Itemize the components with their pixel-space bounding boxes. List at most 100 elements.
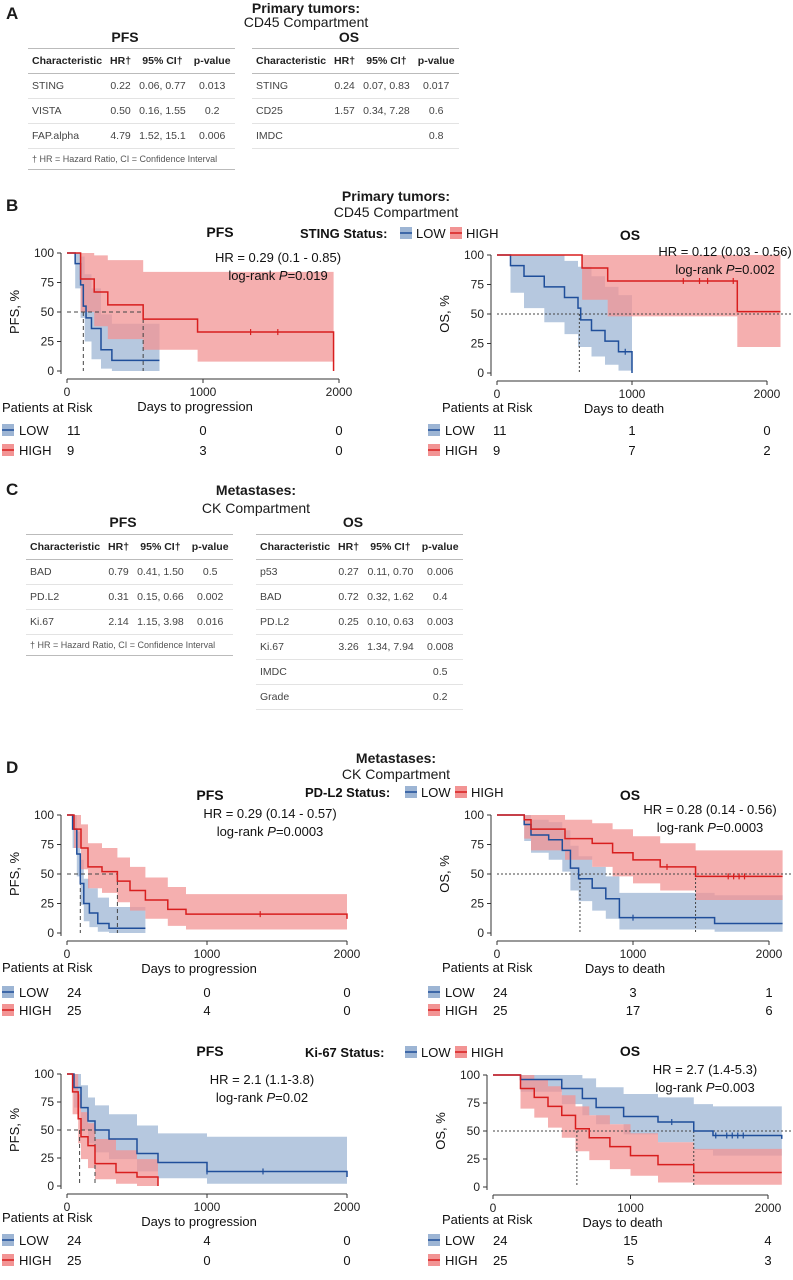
ci-band-high	[67, 815, 347, 931]
ci-band-high	[67, 253, 334, 362]
table-cell: 0.27	[334, 559, 364, 585]
panel-a-title: Primary tumors:	[251, 0, 361, 16]
ci-band-high	[493, 1075, 782, 1185]
legend-low-label: LOW	[416, 226, 446, 241]
ci-band-high	[67, 1074, 158, 1186]
table-cell: 0.4	[417, 584, 463, 610]
risk-count: 6	[765, 1003, 772, 1018]
legend-high-label: HIGH	[471, 1045, 504, 1060]
y-tick-label: 100	[464, 808, 484, 822]
table-cell	[363, 659, 418, 685]
risk-table-title: Patients at Risk	[442, 1212, 533, 1227]
table-cell: 0.2	[189, 98, 235, 124]
km-curve-high	[493, 1074, 782, 1174]
km-curve-high	[497, 814, 783, 878]
y-tick-label: 100	[460, 1068, 480, 1082]
risk-count: 4	[203, 1003, 210, 1018]
x-tick-label: 2000	[334, 947, 361, 961]
risk-group-label: LOW	[19, 985, 49, 1000]
risk-count: 11	[67, 423, 81, 438]
table-cell: 0.013	[189, 73, 235, 99]
table-row: STING 0.22 0.06, 0.77 0.013	[28, 73, 235, 99]
table-cell: STING	[252, 73, 331, 99]
risk-group-label: HIGH	[19, 1253, 52, 1268]
y-axis-label: PFS, %	[7, 852, 22, 897]
table-cell: CD25	[252, 98, 331, 124]
table-cell: 0.11, 0.70	[363, 559, 418, 585]
y-tick-label: 25	[41, 1151, 55, 1165]
panel-b-subtitle: CD45 Compartment	[333, 204, 459, 220]
plot-title: OS	[620, 1043, 640, 1059]
table-footnote: † HR = Hazard Ratio, CI = Confidence Int…	[28, 148, 235, 170]
table-cell: 0.32, 1.62	[363, 584, 418, 610]
y-tick-label: 0	[477, 366, 484, 380]
y-axis-label: PFS, %	[7, 290, 22, 335]
x-tick-label: 2000	[334, 1200, 361, 1214]
risk-group-label: LOW	[445, 985, 475, 1000]
x-tick-label: 1000	[194, 1200, 221, 1214]
table-cell: 1.34, 7.94	[363, 634, 418, 660]
table-cell: 0.79	[104, 559, 134, 585]
table-cell: 0.25	[334, 609, 364, 635]
risk-count: 7	[628, 443, 635, 458]
y-axis-label: OS, %	[433, 1112, 448, 1150]
table-cell: 0.16, 1.55	[135, 98, 190, 124]
y-tick-label: 100	[34, 246, 54, 260]
table-cell: Ki.67	[26, 609, 105, 635]
table-header-cell: p-value	[413, 48, 459, 74]
table-header-cell: HR†	[330, 48, 360, 74]
table-row: FAP.alpha 4.79 1.52, 15.1 0.006	[28, 123, 235, 149]
table-cell: p53	[256, 559, 335, 585]
table-c-pfs: Characteristic HR† 95% CI† p-value BAD 0.79 0.…	[26, 534, 233, 656]
table-cell: 0.003	[417, 609, 463, 635]
table-cell: 0.2	[417, 684, 463, 710]
risk-count: 25	[67, 1253, 81, 1268]
table-row: BAD 0.79 0.41, 1.50 0.5	[26, 559, 233, 585]
table-c-pfs-title: PFS	[109, 514, 137, 530]
y-tick-label: 50	[467, 1124, 481, 1138]
legend-high-label: HIGH	[466, 226, 499, 241]
table-cell: 0.10, 0.63	[363, 609, 418, 635]
table-cell: PD.L2	[256, 609, 335, 635]
risk-count: 9	[493, 443, 500, 458]
hr-annotation: HR = 2.1 (1.1-3.8)	[210, 1072, 314, 1087]
table-footnote: † HR = Hazard Ratio, CI = Confidence Int…	[26, 634, 233, 656]
table-cell: STING	[28, 73, 107, 99]
y-tick-label: 25	[41, 335, 55, 349]
y-tick-label: 75	[41, 276, 55, 290]
risk-count: 0	[203, 985, 210, 1000]
y-tick-label: 25	[467, 1152, 481, 1166]
y-tick-label: 50	[41, 305, 55, 319]
plot-title: PFS	[196, 1043, 223, 1059]
km-curve-high	[67, 252, 335, 371]
risk-group-label: HIGH	[445, 1253, 478, 1268]
table-header-cell: HR†	[106, 48, 136, 74]
risk-group-label: HIGH	[445, 1003, 478, 1018]
risk-count: 2	[763, 443, 770, 458]
x-tick-label: 2000	[326, 385, 353, 399]
table-cell: 0.31	[104, 584, 134, 610]
km-curve-low	[493, 1074, 783, 1139]
legend-pdl2-status: PD-L2 Status: LOW HIGH	[305, 785, 504, 800]
y-tick-label: 100	[464, 248, 484, 262]
plot-title: OS	[620, 227, 640, 243]
table-row: PD.L2 0.25 0.10, 0.63 0.003	[256, 609, 463, 635]
x-axis-label: Days to progression	[137, 399, 253, 414]
table-c-os: Characteristic HR† 95% CI† p-value p53 0.27 0.…	[256, 534, 463, 710]
table-cell: FAP.alpha	[28, 123, 107, 149]
table-row: STING 0.24 0.07, 0.83 0.017	[252, 73, 459, 99]
table-header-cell: Characteristic	[256, 534, 335, 560]
logrank-annotation: log-rank P=0.002	[675, 262, 774, 277]
risk-count: 24	[67, 985, 81, 1000]
y-tick-label: 0	[47, 926, 54, 940]
y-tick-label: 25	[41, 897, 55, 911]
y-axis-label: PFS, %	[7, 1108, 22, 1153]
logrank-annotation: log-rank P=0.0003	[657, 820, 764, 835]
table-header-cell: HR†	[334, 534, 364, 560]
y-axis-label: OS, %	[437, 295, 452, 333]
risk-group-label: LOW	[445, 1233, 475, 1248]
table-cell: 0.5	[417, 659, 463, 685]
risk-count: 5	[627, 1253, 634, 1268]
table-row: p53 0.27 0.11, 0.70 0.006	[256, 559, 463, 585]
legend-label: STING Status:	[300, 226, 387, 241]
